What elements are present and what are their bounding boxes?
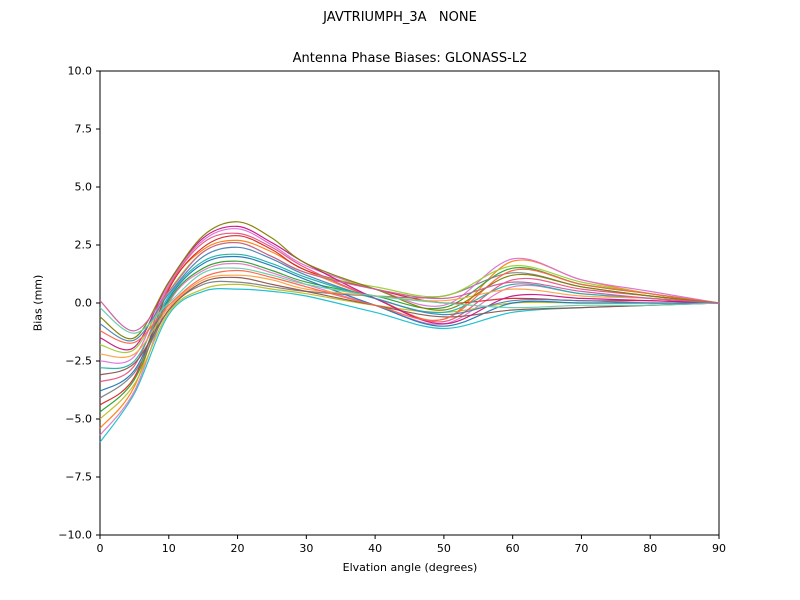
figure-suptitle: JAVTRIUMPH_3A NONE [323, 10, 477, 25]
y-tick-label: 5.0 [75, 181, 93, 194]
y-tick-label: 0.0 [75, 297, 93, 310]
x-tick-label: 0 [97, 542, 104, 555]
x-tick-label: 10 [162, 542, 176, 555]
y-tick-label: 10.0 [68, 65, 93, 78]
plot-line [99, 288, 720, 443]
x-tick-label: 60 [506, 542, 520, 555]
plot-line [99, 272, 720, 399]
x-tick-label: 30 [299, 542, 313, 555]
plot-line [99, 232, 720, 383]
plot-line [99, 246, 720, 342]
axes-title: Antenna Phase Biases: GLONASS-L2 [292, 51, 528, 66]
x-tick-label: 90 [712, 542, 726, 555]
y-tick-label: −5.0 [65, 413, 92, 426]
y-tick-label: −10.0 [58, 529, 92, 542]
x-tick-label: 80 [643, 542, 657, 555]
plot-line [99, 228, 720, 364]
plot-line [99, 268, 720, 344]
plot-line [99, 241, 720, 332]
plot-line [99, 276, 720, 376]
x-tick-label: 50 [437, 542, 451, 555]
plot-line [99, 253, 720, 370]
x-tick-label: 70 [574, 542, 588, 555]
x-tick-label: 20 [231, 542, 245, 555]
plot-line [99, 255, 719, 392]
plot-line [99, 267, 720, 334]
y-tick-label: 7.5 [75, 123, 93, 136]
plot-line [99, 221, 720, 340]
x-tick-label: 40 [368, 542, 382, 555]
x-axis-label: Elvation angle (degrees) [342, 561, 478, 574]
y-tick-label: 2.5 [75, 239, 93, 252]
y-tick-label: −2.5 [65, 355, 92, 368]
y-tick-label: −7.5 [65, 471, 92, 484]
